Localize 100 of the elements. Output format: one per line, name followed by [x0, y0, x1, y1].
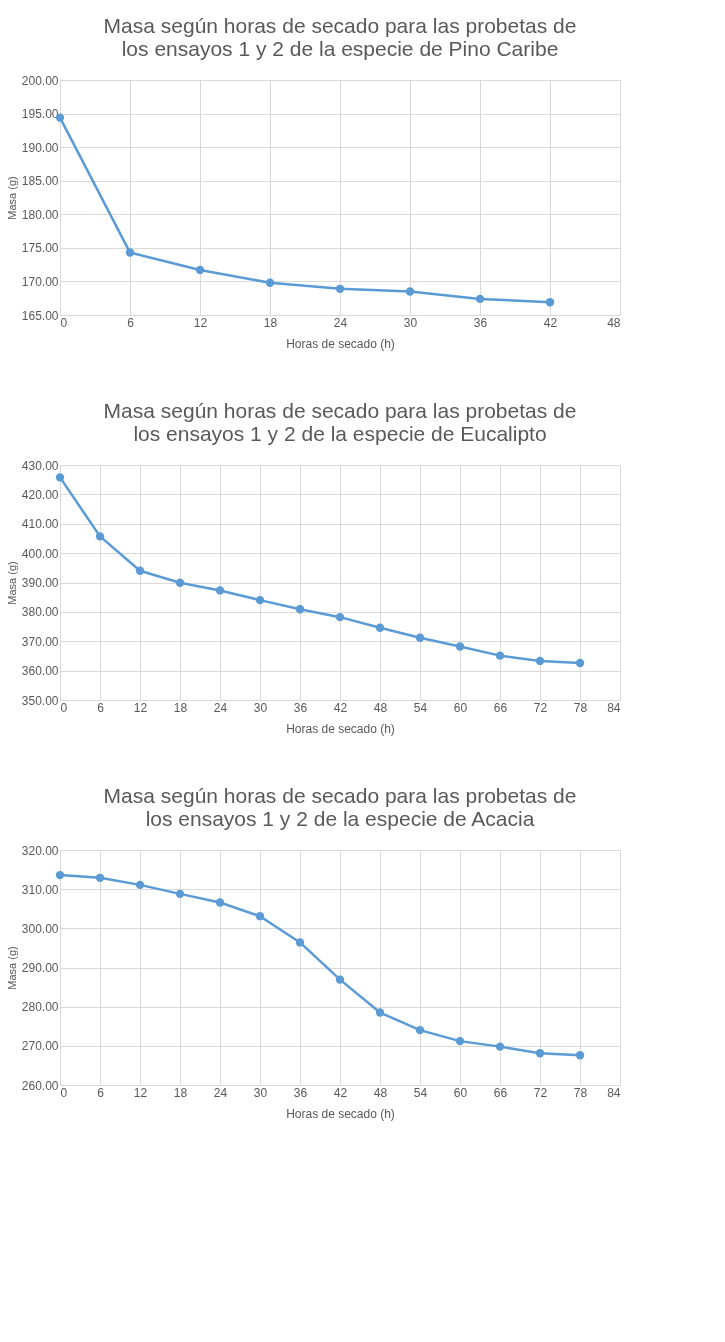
- y-tick-label: 260.00: [21, 1078, 59, 1093]
- point: [135, 880, 145, 890]
- point: [545, 298, 555, 307]
- y-tick-label: 370.00: [21, 634, 59, 649]
- x-tick-label: 6: [97, 1085, 105, 1100]
- chart-title: Masa según horas de secado para las probetas de los ensayos 1 y 2 de la especie de Eucalipto: [103, 399, 577, 445]
- y-tick-label: 420.00: [21, 487, 59, 502]
- point: [135, 566, 145, 575]
- point: [215, 586, 225, 595]
- x-tick-label: 48: [607, 315, 621, 330]
- point: [405, 287, 415, 296]
- x-tick-label: 54: [413, 1085, 428, 1100]
- x-axis-title: Horas de secado (h): [286, 721, 395, 736]
- x-tick-label: 66: [493, 1085, 508, 1100]
- y-tick-label: 400.00: [21, 546, 59, 561]
- x-tick-label: 30: [253, 700, 268, 715]
- x-tick-label: 18: [263, 315, 278, 330]
- point: [535, 656, 545, 666]
- x-tick-label: 0: [60, 700, 68, 715]
- point: [455, 1036, 465, 1046]
- point: [335, 284, 345, 293]
- point: [455, 642, 465, 651]
- x-tick-label: 6: [97, 700, 105, 715]
- point: [95, 873, 105, 882]
- point: [255, 912, 265, 921]
- y-tick-label: 320.00: [21, 843, 59, 858]
- y-tick-label: 430.00: [21, 458, 59, 473]
- y-tick-label: 270.00: [21, 1039, 59, 1054]
- point: [175, 578, 185, 587]
- x-tick-label: 6: [127, 315, 135, 330]
- x-tick-label: 30: [253, 1085, 268, 1100]
- point: [415, 1025, 425, 1035]
- point: [195, 265, 205, 275]
- y-tick-label: 190.00: [21, 140, 59, 155]
- x-tick-label: 12: [133, 1085, 148, 1100]
- point: [55, 473, 65, 482]
- point: [95, 532, 105, 541]
- chart-title: Masa según horas de secado para las probetas de los ensayos 1 y 2 de la especie de Acacia: [103, 784, 577, 830]
- x-tick-label: 78: [573, 700, 588, 715]
- point: [265, 278, 275, 287]
- y-tick-label: 165.00: [21, 308, 59, 323]
- x-tick-label: 42: [333, 1085, 348, 1100]
- y-tick-label: 380.00: [21, 605, 59, 620]
- x-axis-title: Horas de secado (h): [286, 1106, 395, 1121]
- y-tick-label: 290.00: [21, 961, 59, 975]
- x-tick-label: 48: [373, 700, 388, 715]
- point: [55, 870, 65, 880]
- x-tick-label: 30: [403, 315, 418, 330]
- y-tick-label: 300.00: [21, 921, 59, 936]
- x-tick-label: 78: [573, 1085, 588, 1100]
- x-tick-label: 18: [173, 700, 188, 715]
- point: [215, 898, 225, 907]
- x-tick-label: 48: [373, 1085, 388, 1100]
- x-tick-label: 36: [293, 700, 308, 715]
- point: [415, 633, 425, 642]
- y-axis-title: Masa (g): [5, 561, 18, 605]
- x-tick-label: 84: [607, 1085, 621, 1100]
- x-tick-label: 0: [60, 1085, 68, 1100]
- x-tick-label: 24: [213, 700, 228, 715]
- point: [125, 248, 135, 257]
- point: [375, 623, 385, 632]
- y-axis-title: Masa (g): [5, 176, 18, 220]
- x-tick-label: 24: [213, 1085, 228, 1100]
- point: [255, 595, 265, 605]
- x-tick-label: 84: [607, 700, 621, 715]
- x-tick-label: 24: [333, 315, 348, 330]
- point: [375, 1008, 385, 1017]
- x-tick-label: 72: [533, 700, 548, 715]
- point: [335, 612, 345, 622]
- chart-title: Masa según horas de secado para las probetas de los ensayos 1 y 2 de la especie de Pino Caribe: [103, 14, 577, 60]
- point: [475, 294, 485, 304]
- point: [175, 889, 185, 899]
- y-tick-label: 170.00: [21, 274, 59, 289]
- x-tick-label: 54: [413, 700, 428, 715]
- y-tick-label: 350.00: [21, 693, 59, 708]
- point: [575, 658, 585, 668]
- x-axis-title: Horas de secado (h): [286, 336, 395, 351]
- x-tick-label: 18: [173, 1085, 188, 1100]
- y-tick-label: 175.00: [21, 241, 59, 256]
- y-tick-label: 390.00: [21, 576, 59, 590]
- x-tick-label: 12: [193, 315, 208, 330]
- y-tick-label: 280.00: [21, 1000, 59, 1015]
- x-tick-label: 42: [333, 700, 348, 715]
- y-tick-label: 185.00: [21, 174, 59, 189]
- y-axis-title: Masa (g): [5, 946, 18, 990]
- x-tick-label: 36: [473, 315, 488, 330]
- y-tick-label: 180.00: [21, 207, 59, 222]
- y-tick-label: 360.00: [21, 664, 59, 679]
- point: [575, 1051, 585, 1060]
- point: [495, 1042, 505, 1051]
- x-tick-label: 12: [133, 700, 148, 715]
- x-tick-label: 60: [453, 700, 468, 715]
- point: [335, 975, 345, 984]
- x-tick-label: 0: [60, 315, 68, 330]
- point: [495, 651, 505, 660]
- x-tick-label: 72: [533, 1085, 548, 1100]
- y-tick-label: 410.00: [21, 517, 59, 532]
- x-tick-label: 60: [453, 1085, 468, 1100]
- point: [535, 1049, 545, 1058]
- y-tick-label: 310.00: [21, 882, 59, 897]
